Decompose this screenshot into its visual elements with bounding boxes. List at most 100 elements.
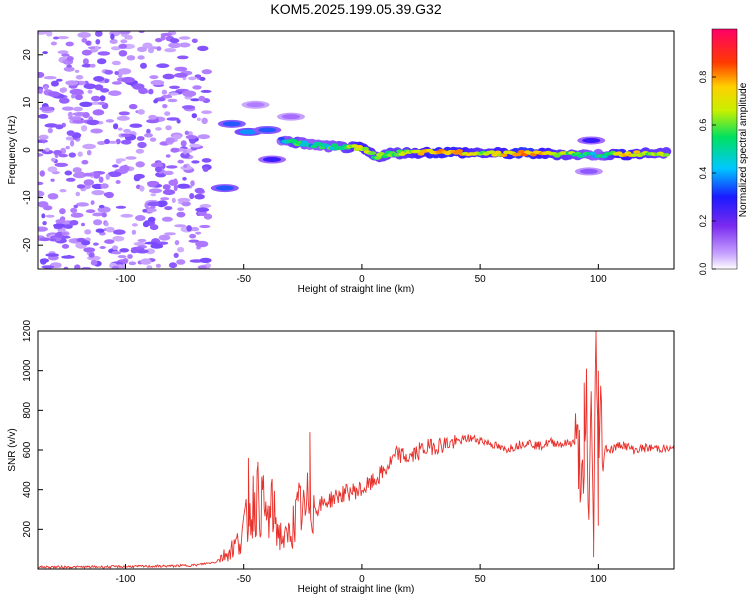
noise-cell [42,221,47,226]
noise-cell [39,170,45,177]
noise-cell [188,76,197,81]
noise-cell [38,226,48,232]
noise-cell [88,252,95,258]
noise-cell [83,83,97,90]
spectral-blob [579,168,598,174]
noise-cell [81,63,93,68]
figure-title: KOM5.2025.199.05.39.G32 [270,1,441,17]
noise-cell [120,39,128,44]
noise-cell [97,101,106,106]
snr-series-line [38,331,674,569]
noise-cell [55,219,66,224]
spectral-blob [258,127,277,133]
spectral-blob [246,102,265,108]
noise-cell [151,162,164,168]
noise-cell [162,104,168,109]
x-tick-label: 100 [590,274,607,285]
noise-cell [164,206,173,211]
noise-cell [83,179,95,186]
spectral-blob [222,121,241,127]
noise-cell [166,165,178,169]
y-tick-label: 0 [22,147,33,153]
noise-cell [65,177,76,182]
noise-cell [81,159,89,165]
noise-cell [190,226,200,232]
trace-cell [633,150,641,154]
noise-cell [174,72,188,78]
spectrogram-xlabel: Height of straight line (km) [298,284,415,295]
noise-cell [150,243,164,249]
noise-cell [191,38,198,44]
noise-cell [104,69,114,75]
noise-cell [59,208,66,215]
noise-cell [38,201,49,208]
noise-cell [201,69,212,75]
noise-cell [94,84,104,91]
spectrogram-y-ticks: -20 -10 0 10 20 [22,49,43,252]
noise-cell [138,87,148,95]
noise-cell [174,224,186,228]
trace-cell [488,150,496,154]
noise-cell [165,125,172,131]
noise-cell [149,75,159,80]
noise-cell [61,244,70,249]
snr-x-ticks: -100 -50 0 50 100 [115,564,607,585]
noise-cell [65,145,70,150]
noise-cell [67,111,73,118]
noise-cell [50,41,58,46]
noise-cell [86,119,100,126]
colorbar: 0.0 0.2 0.4 0.6 0.8 Normalized spectral ampl… [698,28,749,276]
noise-cell [79,101,93,108]
noise-cell [128,103,138,110]
noise-cell [43,86,49,90]
noise-cell [64,170,73,176]
noise-cell [189,143,201,148]
noise-cell [164,232,176,236]
noise-cell [57,50,69,55]
noise-cell [111,60,121,66]
noise-cell [182,176,187,181]
noise-cell [199,257,212,263]
spectrogram-x-ticks: -100 -50 0 50 100 [115,264,607,285]
x-tick-label: -100 [115,274,135,285]
noise-cell [162,189,176,196]
noise-cell [195,231,202,235]
noise-cell [147,216,156,223]
noise-cell [191,113,197,119]
trace-cell [417,152,425,156]
colorbar-tick-label: 0.0 [698,263,708,276]
noise-cell [168,42,182,49]
noise-cell [128,261,137,266]
noise-cell [112,245,119,251]
y-tick-label: 1000 [22,359,33,382]
noise-cell [85,209,96,214]
noise-cell [189,233,197,239]
noise-cell [65,80,79,86]
noise-cell [92,172,101,179]
noise-cell [147,201,160,207]
noise-cell [75,75,84,80]
noise-cell [135,249,149,254]
noise-cell [161,89,168,95]
noise-cell [174,66,188,72]
noise-cell [116,115,130,121]
noise-cell [72,172,87,179]
snr-ylabel: SNR (v/v) [7,428,18,471]
trace-cell [518,149,525,154]
noise-cell [98,204,105,209]
noise-cell [38,114,49,119]
noise-cell [41,213,46,219]
noise-cell [149,137,157,142]
noise-cell [55,124,64,130]
noise-cell [68,116,82,121]
noise-cell [138,31,145,34]
noise-cell [61,106,74,111]
noise-cell [95,31,103,37]
noise-cell [69,88,84,95]
noise-cell [197,265,208,269]
noise-cell [104,221,109,227]
noise-cell [95,228,105,233]
noise-cell [148,114,158,120]
noise-cell [201,117,208,125]
noise-cell [111,81,122,85]
